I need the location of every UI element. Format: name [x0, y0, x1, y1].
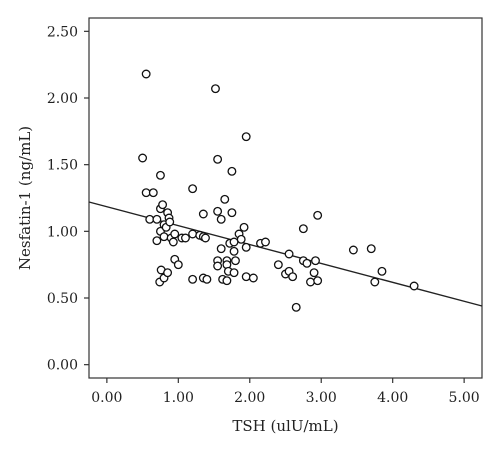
- data-point: [141, 188, 151, 198]
- data-point: [409, 281, 419, 291]
- tick-labels: 0.00 1.00 2.00 3.00 4.00 5.00 0.00 0.50 1.00 1.50…: [47, 24, 480, 406]
- data-point: [313, 276, 323, 286]
- data-point: [306, 277, 315, 287]
- data-point: [159, 232, 169, 242]
- data-point: [156, 170, 165, 180]
- data-point: [227, 166, 237, 176]
- data-point: [202, 274, 212, 284]
- data-point: [168, 237, 178, 247]
- data-point: [181, 233, 190, 243]
- data-point: [188, 229, 198, 239]
- data-point: [141, 69, 151, 79]
- data-points: [138, 69, 419, 312]
- y-tick-label: 0.00: [47, 358, 78, 374]
- data-point: [220, 194, 230, 204]
- x-tick-label: 1.00: [163, 390, 194, 406]
- y-axis-title: Nesfatin-1 (ng/mL): [16, 126, 34, 270]
- data-point: [348, 245, 358, 255]
- data-point: [198, 209, 208, 219]
- data-point: [216, 214, 226, 224]
- y-tick-label: 2.00: [47, 91, 78, 107]
- x-tick-label: 2.00: [234, 390, 265, 406]
- data-point: [239, 222, 249, 232]
- data-point: [201, 233, 210, 243]
- data-point: [298, 224, 308, 234]
- y-tick-label: 1.50: [47, 158, 78, 174]
- data-point: [173, 260, 183, 270]
- data-point: [148, 188, 158, 198]
- data-point: [302, 258, 312, 268]
- data-point: [370, 277, 380, 287]
- data-point: [236, 234, 246, 244]
- y-tick-label: 1.00: [47, 224, 78, 240]
- y-tick-label: 0.50: [47, 291, 78, 307]
- x-tick-label: 0.00: [91, 390, 122, 406]
- data-point: [152, 214, 162, 224]
- data-point: [222, 276, 232, 286]
- x-tick-label: 4.00: [377, 390, 408, 406]
- data-point: [165, 217, 175, 227]
- x-axis-title: TSH (ulU/mL): [232, 417, 338, 435]
- data-point: [229, 237, 239, 247]
- x-tick-label: 5.00: [449, 390, 480, 406]
- data-point: [261, 237, 270, 247]
- data-point: [231, 256, 240, 266]
- data-point: [145, 214, 155, 224]
- data-point: [284, 249, 294, 259]
- data-point: [216, 244, 226, 254]
- data-point: [188, 184, 198, 194]
- data-point: [158, 200, 168, 210]
- x-tick-label: 3.00: [306, 390, 337, 406]
- data-point: [288, 272, 298, 282]
- data-point: [241, 132, 251, 142]
- axis-ticks: [84, 30, 465, 383]
- data-point: [241, 272, 251, 282]
- data-point: [213, 154, 223, 164]
- y-tick-label: 2.50: [47, 24, 78, 40]
- data-point: [313, 210, 323, 220]
- data-point: [309, 268, 319, 278]
- data-point: [273, 260, 283, 270]
- data-point: [188, 274, 198, 284]
- data-point: [152, 236, 162, 246]
- data-point: [227, 208, 237, 218]
- data-point: [163, 268, 173, 278]
- data-point: [170, 229, 180, 239]
- data-point: [229, 246, 239, 256]
- data-point: [248, 273, 258, 283]
- data-point: [311, 256, 320, 266]
- data-point: [229, 268, 239, 278]
- data-point: [138, 153, 148, 163]
- data-point: [377, 266, 387, 276]
- data-point: [366, 244, 376, 254]
- data-point: [291, 302, 301, 312]
- plot-frame: [88, 17, 483, 379]
- data-point: [211, 84, 220, 94]
- data-point: [213, 206, 223, 216]
- data-point: [213, 261, 223, 271]
- data-point: [241, 242, 251, 252]
